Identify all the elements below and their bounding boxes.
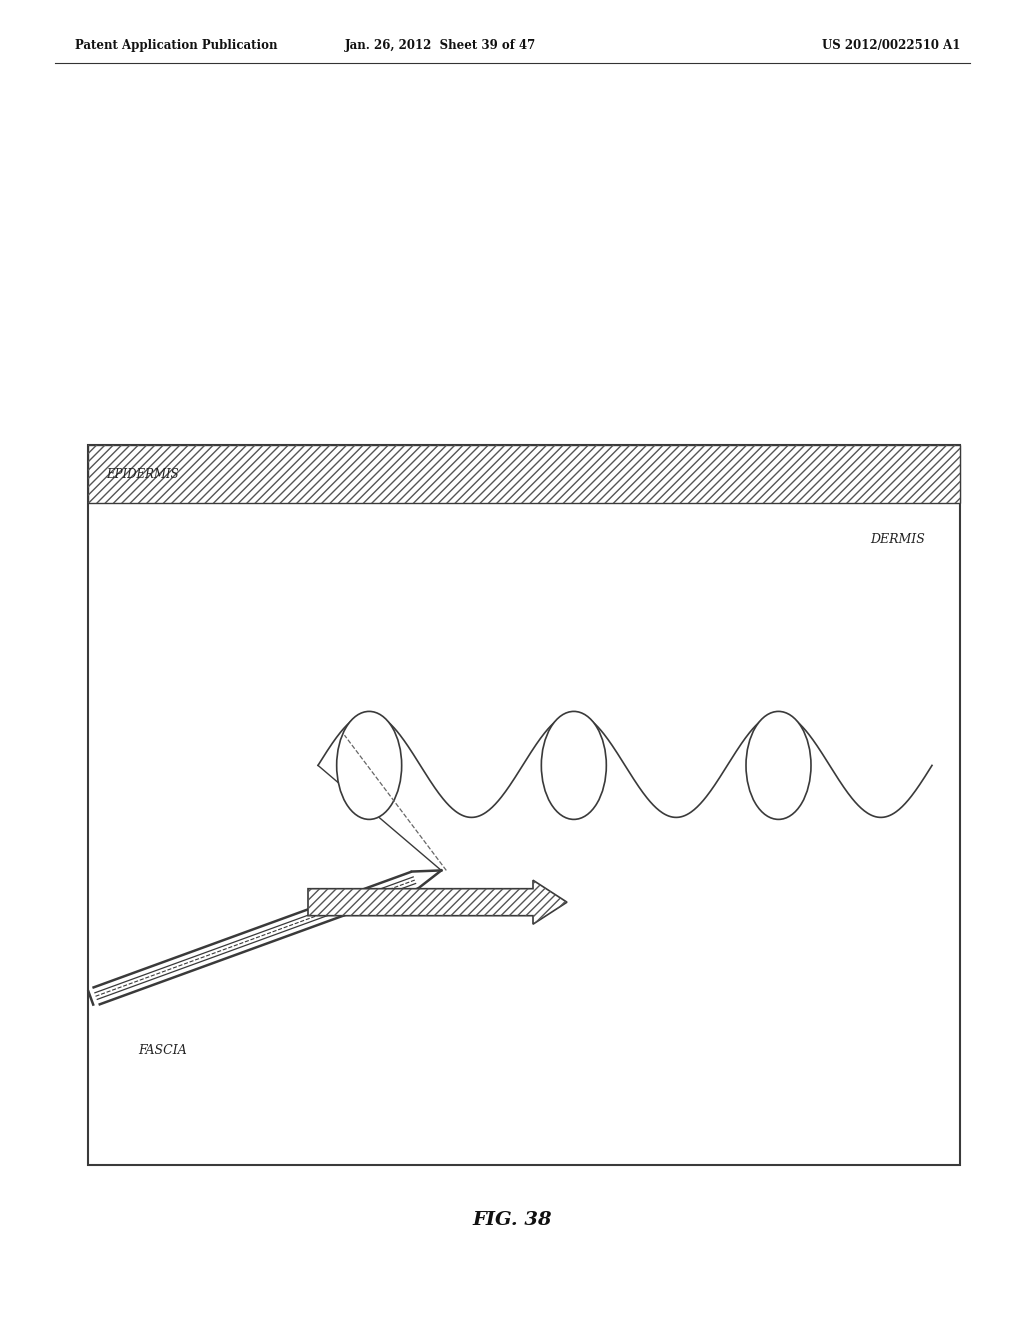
Text: FASCIA: FASCIA	[138, 1044, 186, 1056]
Text: EPIDERMIS: EPIDERMIS	[106, 467, 178, 480]
Text: Patent Application Publication: Patent Application Publication	[75, 38, 278, 51]
Ellipse shape	[542, 711, 606, 820]
Text: DERMIS: DERMIS	[870, 533, 925, 546]
Bar	[88, 445, 961, 503]
Text: Jan. 26, 2012  Sheet 39 of 47: Jan. 26, 2012 Sheet 39 of 47	[344, 38, 536, 51]
Ellipse shape	[337, 711, 401, 820]
FancyArrow shape	[308, 880, 567, 924]
Text: FIG. 38: FIG. 38	[472, 1210, 552, 1229]
Bar	[88, 445, 961, 1166]
Bar	[88, 445, 961, 503]
Ellipse shape	[746, 711, 811, 820]
Text: US 2012/0022510 A1: US 2012/0022510 A1	[821, 38, 961, 51]
